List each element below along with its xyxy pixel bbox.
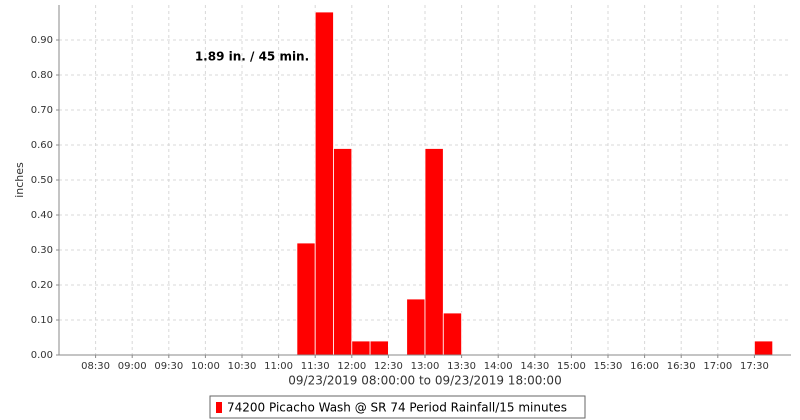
x-tick-label: 15:00 [557,361,586,372]
x-tick-label: 09:00 [118,361,147,372]
annotation: 1.89 in. / 45 min. [195,50,309,64]
x-tick-label: 09:30 [154,361,183,372]
y-axis-label: inches [13,162,26,198]
x-tick-label: 11:30 [301,361,330,372]
bar [351,340,371,356]
x-tick-label: 16:30 [667,361,696,372]
x-axis-label: 09/23/2019 08:00:00 to 09/23/2019 18:00:… [288,374,561,388]
y-tick-label: 0.50 [31,175,53,186]
bar [442,312,462,356]
legend-swatch [216,402,222,413]
x-tick-label: 08:30 [81,361,110,372]
x-tick-label: 16:00 [630,361,659,372]
bar [314,11,334,356]
y-tick-label: 0.60 [31,140,53,151]
x-tick-label: 10:30 [228,361,257,372]
y-tick-label: 0.20 [31,280,53,291]
x-tick-label: 12:30 [374,361,403,372]
x-tick-label: 12:00 [337,361,366,372]
x-tick-label: 13:00 [411,361,440,372]
bar [296,242,316,356]
bar [754,340,774,356]
bar [333,148,353,356]
bar [369,340,389,356]
x-tick-label: 10:00 [191,361,220,372]
x-tick-label: 14:00 [484,361,513,372]
x-tick-label: 17:00 [703,361,732,372]
legend-box [209,395,586,419]
y-tick-label: 0.10 [31,315,53,326]
x-tick-label: 11:00 [264,361,293,372]
bar [406,298,426,356]
y-tick-label: 0.30 [31,245,53,256]
y-tick-label: 0.70 [31,105,53,116]
x-tick-label: 17:30 [740,361,769,372]
y-tick-label: 0.00 [31,350,53,361]
bar [424,148,444,356]
y-tick-label: 0.90 [31,35,53,46]
y-tick-label: 0.40 [31,210,53,221]
legend: 74200 Picacho Wash @ SR 74 Period Rainfa… [209,395,586,419]
y-tick-label: 0.80 [31,70,53,81]
x-tick-label: 13:30 [447,361,476,372]
x-tick-label: 15:30 [594,361,623,372]
legend-label: 74200 Picacho Wash @ SR 74 Period Rainfa… [227,401,567,415]
x-tick-label: 14:30 [520,361,549,372]
